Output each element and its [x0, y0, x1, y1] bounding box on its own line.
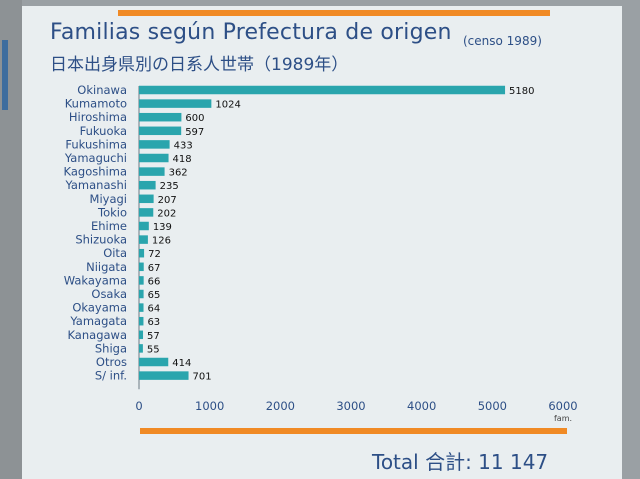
category-label: Shizuoka: [75, 233, 127, 247]
value-label: 433: [174, 140, 193, 151]
bar: [139, 194, 154, 204]
value-label: 55: [147, 344, 160, 355]
category-label: Kanagawa: [67, 328, 127, 342]
bar: [139, 140, 170, 149]
bar: [139, 112, 182, 122]
category-label: Wakayama: [64, 273, 127, 287]
bar: [139, 126, 182, 136]
value-label: 57: [147, 331, 160, 342]
value-label: 202: [157, 208, 176, 219]
value-label: 362: [169, 168, 188, 179]
category-label: Tokio: [97, 205, 127, 219]
category-label: Miyagi: [90, 192, 127, 206]
category-label: Shiga: [95, 341, 127, 355]
value-label: 701: [193, 372, 212, 383]
value-label: 600: [185, 113, 204, 124]
bar: [139, 99, 212, 108]
category-label: Fukushima: [65, 137, 127, 151]
category-label: S/ inf.: [95, 369, 127, 383]
bar: [139, 180, 156, 190]
bar: [139, 262, 144, 272]
x-tick-label: 0: [135, 399, 142, 413]
value-label: 414: [172, 358, 191, 369]
x-tick-label: 3000: [336, 399, 365, 413]
bar: [139, 248, 145, 258]
bar: [139, 276, 144, 285]
x-tick-label: 2000: [266, 399, 295, 413]
chart-title: Familias según Prefectura de origen: [50, 20, 452, 45]
bar: [139, 371, 189, 380]
value-label: 67: [148, 263, 161, 274]
value-label: 235: [160, 181, 179, 192]
value-label: 1024: [215, 100, 240, 111]
category-label: Niigata: [86, 260, 127, 274]
category-label: Fukuoka: [80, 124, 127, 138]
category-label: Okinawa: [77, 83, 127, 97]
value-label: 65: [148, 290, 161, 301]
japanese-subtitle: 日本出身県別の日系人世帯（1989年）: [50, 55, 349, 75]
bar: [139, 330, 144, 340]
category-label: Okayama: [72, 301, 127, 315]
value-label: 139: [153, 222, 172, 233]
category-label: Kumamoto: [65, 97, 127, 111]
bar: [139, 208, 154, 217]
value-label: 72: [148, 249, 161, 260]
value-label: 5180: [509, 86, 534, 97]
category-label: Yamagata: [69, 314, 127, 328]
category-label: Hiroshima: [69, 110, 127, 124]
bar: [139, 235, 148, 244]
wall-accent-strip: [2, 40, 8, 110]
category-label: Otros: [96, 355, 127, 369]
bar: [139, 316, 144, 326]
x-tick-label: 1000: [195, 399, 224, 413]
category-label: Ehime: [91, 219, 127, 233]
bar: [139, 357, 169, 367]
value-label: 64: [148, 304, 161, 315]
category-label: Osaka: [91, 287, 127, 301]
x-tick-label: 5000: [478, 399, 507, 413]
bar: [139, 167, 165, 176]
x-tick-label: 6000: [548, 399, 577, 413]
x-tick-label: 4000: [407, 399, 436, 413]
category-label: Yamaguchi: [64, 151, 127, 165]
bar: [139, 303, 144, 312]
category-label: Yamanashi: [64, 178, 127, 192]
exhibit-panel: [22, 6, 622, 479]
bar: [139, 289, 144, 299]
value-label: 126: [152, 236, 171, 247]
orange-top-bar: [118, 10, 550, 16]
value-label: 66: [148, 276, 161, 287]
bar: [139, 153, 169, 163]
wall-left: [0, 0, 22, 479]
x-axis-unit: fam.: [554, 414, 572, 423]
value-label: 597: [185, 127, 204, 138]
census-note: (censo 1989): [463, 34, 542, 48]
value-label: 418: [173, 154, 192, 165]
orange-bottom-bar: [140, 428, 567, 434]
category-label: Kagoshima: [64, 165, 127, 179]
value-label: 63: [147, 317, 160, 328]
bar: [139, 85, 506, 95]
category-label: Oita: [103, 246, 127, 260]
bar: [139, 221, 149, 231]
bar: [139, 344, 143, 353]
value-label: 207: [158, 195, 177, 206]
total-count: Total 合計: 11 147: [372, 450, 549, 474]
